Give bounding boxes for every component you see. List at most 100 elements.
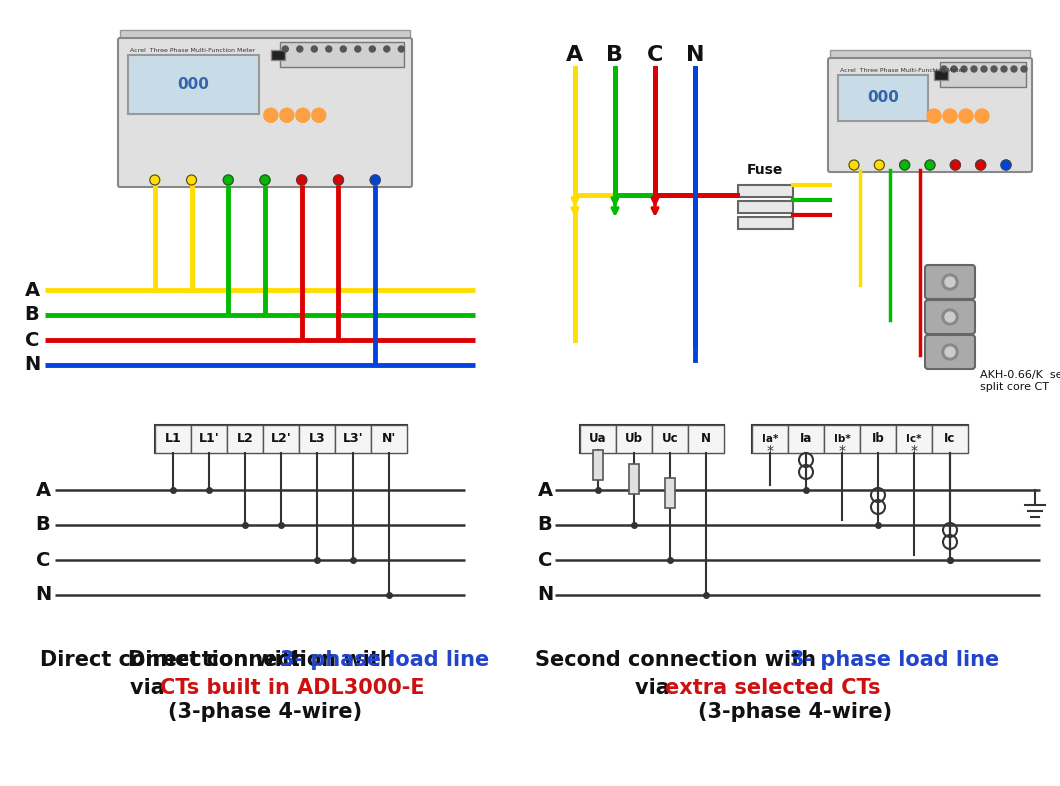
Text: *: * [911, 444, 918, 458]
Bar [371, 425, 407, 453]
Text: Ia*: Ia* [762, 434, 778, 444]
Circle shape [900, 160, 909, 170]
Text: L1': L1' [198, 432, 219, 446]
Text: 000: 000 [867, 90, 899, 105]
Text: Second connection with: Second connection with [535, 650, 824, 670]
Circle shape [384, 46, 390, 52]
Bar [896, 425, 932, 453]
Circle shape [975, 160, 986, 170]
Text: Direct connection with: Direct connection with [40, 650, 314, 670]
Text: C: C [647, 45, 664, 65]
Circle shape [282, 46, 288, 52]
Bar [830, 50, 1030, 62]
Text: (3-phase 4-wire): (3-phase 4-wire) [697, 702, 893, 722]
Bar [738, 217, 793, 229]
Circle shape [971, 66, 977, 72]
Circle shape [951, 160, 960, 170]
Text: Ic*: Ic* [906, 434, 922, 444]
Text: B: B [24, 306, 39, 325]
Text: B: B [36, 516, 51, 534]
Text: Ib*: Ib* [833, 434, 850, 444]
Bar [280, 42, 404, 67]
Bar [580, 425, 724, 453]
Bar [128, 55, 259, 114]
Bar [155, 425, 191, 453]
Circle shape [1001, 66, 1007, 72]
Circle shape [1001, 160, 1011, 170]
Circle shape [264, 108, 278, 123]
Text: A: A [537, 480, 552, 499]
Text: B: B [537, 516, 552, 534]
Text: N: N [536, 586, 553, 604]
Text: Acrel  Three Phase Multi-Function Meter: Acrel Three Phase Multi-Function Meter [840, 68, 966, 73]
Text: Ua: Ua [589, 432, 606, 446]
Text: Acrel  Three Phase Multi-Function Meter: Acrel Three Phase Multi-Function Meter [130, 48, 255, 53]
Circle shape [941, 66, 947, 72]
Bar [934, 70, 948, 80]
Circle shape [1011, 66, 1017, 72]
Circle shape [355, 46, 360, 52]
Text: Direct connection with: Direct connection with [128, 650, 402, 670]
Circle shape [946, 277, 955, 287]
FancyBboxPatch shape [828, 58, 1032, 172]
Text: N: N [686, 45, 704, 65]
Circle shape [943, 109, 957, 123]
Text: (3-phase 4-wire): (3-phase 4-wire) [167, 702, 363, 722]
Circle shape [942, 344, 958, 360]
Bar [629, 464, 639, 494]
Text: Ub: Ub [625, 432, 643, 446]
Bar [824, 425, 860, 453]
Bar [593, 450, 603, 479]
Circle shape [1021, 66, 1027, 72]
Text: N': N' [382, 432, 396, 446]
Circle shape [297, 175, 306, 185]
Text: via: via [130, 678, 172, 698]
Text: Uc: Uc [661, 432, 678, 446]
Bar [155, 425, 407, 453]
Bar [738, 185, 793, 197]
Circle shape [399, 46, 404, 52]
Text: L1: L1 [164, 432, 181, 446]
Circle shape [149, 175, 160, 185]
Text: AKH-0.66/K  series
split core CT: AKH-0.66/K series split core CT [980, 370, 1060, 391]
Bar [752, 425, 788, 453]
Circle shape [280, 108, 294, 123]
Circle shape [961, 66, 967, 72]
Text: L2: L2 [236, 432, 253, 446]
Circle shape [187, 175, 196, 185]
Text: *: * [766, 444, 774, 458]
FancyBboxPatch shape [925, 300, 975, 334]
Bar [940, 62, 1026, 87]
Text: B: B [606, 45, 623, 65]
Circle shape [975, 109, 989, 123]
Circle shape [224, 175, 233, 185]
Bar [788, 425, 824, 453]
Bar [616, 425, 652, 453]
Circle shape [334, 175, 343, 185]
Circle shape [991, 66, 997, 72]
Circle shape [370, 175, 381, 185]
Text: L3: L3 [308, 432, 325, 446]
Text: Fuse: Fuse [747, 163, 783, 177]
Text: Ic: Ic [944, 432, 956, 446]
Bar [665, 478, 675, 508]
FancyBboxPatch shape [925, 265, 975, 299]
Text: N: N [35, 586, 51, 604]
Bar [652, 425, 688, 453]
Circle shape [925, 160, 935, 170]
Text: Ia: Ia [800, 432, 812, 446]
Text: L3': L3' [342, 432, 364, 446]
Bar [860, 425, 896, 453]
Bar [688, 425, 724, 453]
Text: C: C [24, 330, 39, 350]
Text: Ib: Ib [871, 432, 884, 446]
Bar [932, 425, 968, 453]
Circle shape [980, 66, 987, 72]
Circle shape [946, 347, 955, 357]
Text: via: via [635, 678, 677, 698]
FancyBboxPatch shape [925, 335, 975, 369]
Text: N: N [701, 432, 711, 446]
Circle shape [928, 109, 941, 123]
Circle shape [369, 46, 375, 52]
Circle shape [951, 66, 957, 72]
